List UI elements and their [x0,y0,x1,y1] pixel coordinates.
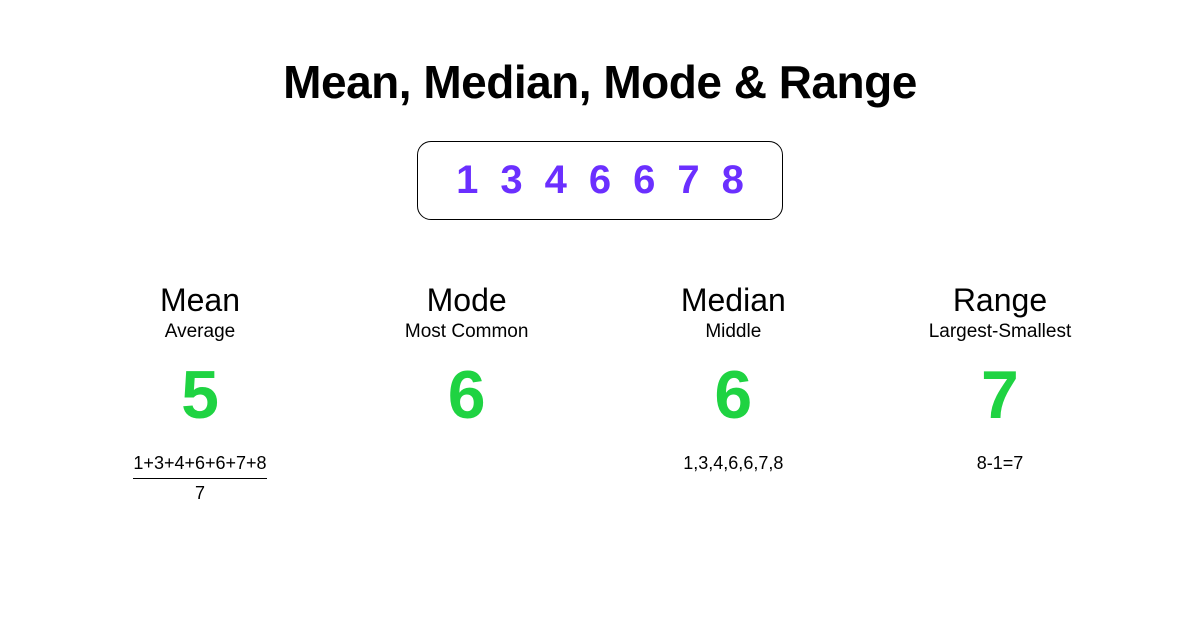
stat-subtitle: Middle [705,321,761,343]
stats-row: Mean Average 5 1+3+4+6+6+7+8 7 Mode Most… [0,282,1200,504]
dataset-number: 3 [500,158,522,203]
stat-value: 7 [981,361,1019,429]
dataset-number: 6 [633,158,655,203]
fraction-numerator: 1+3+4+6+6+7+8 [133,453,266,479]
fraction-explanation: 1+3+4+6+6+7+8 7 [133,453,266,504]
dataset-number: 1 [456,158,478,203]
stat-subtitle: Largest-Smallest [929,321,1072,343]
stat-name: Range [953,282,1047,319]
dataset-box: 1 3 4 6 6 7 8 [417,141,783,220]
dataset-number: 7 [677,158,699,203]
stat-explanation: 8-1=7 [977,453,1024,474]
infographic-container: Mean, Median, Mode & Range 1 3 4 6 6 7 8… [0,0,1200,628]
dataset-number: 6 [589,158,611,203]
stat-range: Range Largest-Smallest 7 8-1=7 [870,282,1130,504]
stat-name: Mean [160,282,240,319]
dataset-number: 8 [722,158,744,203]
stat-mean: Mean Average 5 1+3+4+6+6+7+8 7 [70,282,330,504]
dataset-number: 4 [545,158,567,203]
main-title: Mean, Median, Mode & Range [283,55,917,109]
stat-subtitle: Most Common [405,321,529,343]
stat-name: Mode [427,282,507,319]
stat-value: 5 [181,361,219,429]
stat-value: 6 [714,361,752,429]
stat-name: Median [681,282,786,319]
stat-value: 6 [448,361,486,429]
stat-median: Median Middle 6 1,3,4,6,6,7,8 [603,282,863,504]
stat-explanation: 1,3,4,6,6,7,8 [683,453,783,474]
stat-mode: Mode Most Common 6 [337,282,597,504]
fraction-denominator: 7 [195,479,205,504]
stat-subtitle: Average [165,321,235,343]
